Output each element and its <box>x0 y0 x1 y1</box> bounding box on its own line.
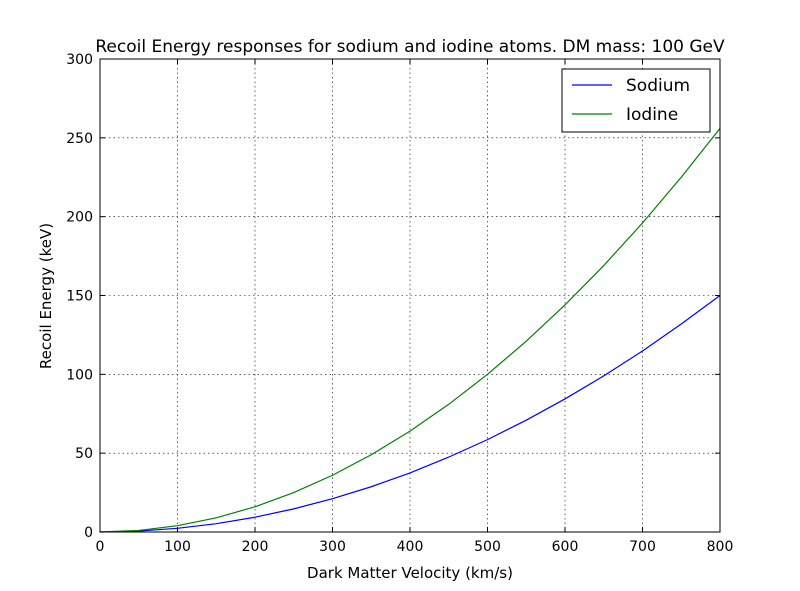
legend: Sodium Iodine <box>561 68 711 133</box>
x-axis-label: Dark Matter Velocity (km/s) <box>307 564 513 582</box>
y-tick-label: 250 <box>66 131 93 147</box>
x-tick-label: 0 <box>96 539 105 555</box>
y-axis-label: Recoil Energy (keV) <box>37 223 55 369</box>
x-tick-label: 200 <box>242 539 269 555</box>
y-tick-label: 50 <box>75 446 93 462</box>
legend-box <box>561 68 711 133</box>
x-tick-label: 600 <box>552 539 579 555</box>
y-tick-label: 0 <box>84 525 93 541</box>
y-tick-label: 300 <box>66 52 93 68</box>
x-tick-label: 700 <box>629 539 656 555</box>
y-tick-label: 100 <box>66 367 93 383</box>
x-tick-label: 300 <box>319 539 346 555</box>
legend-label-sodium: Sodium <box>626 76 690 96</box>
series-line-iodine <box>99 127 721 533</box>
chart-title: Recoil Energy responses for sodium and i… <box>95 37 725 57</box>
x-tick-label: 400 <box>397 539 424 555</box>
x-tick-label: 500 <box>474 539 501 555</box>
x-tick-label: 800 <box>707 539 734 555</box>
series-lines <box>99 127 721 533</box>
y-tick-label: 150 <box>66 289 93 305</box>
series-line-sodium <box>99 295 721 533</box>
y-tick-label: 200 <box>66 210 93 226</box>
legend-label-iodine: Iodine <box>626 105 678 125</box>
axis-ticks: 0 100 200 300 400 500 600 700 800 0 50 100 150 200 250… <box>66 52 733 555</box>
x-tick-label: 100 <box>164 539 191 555</box>
